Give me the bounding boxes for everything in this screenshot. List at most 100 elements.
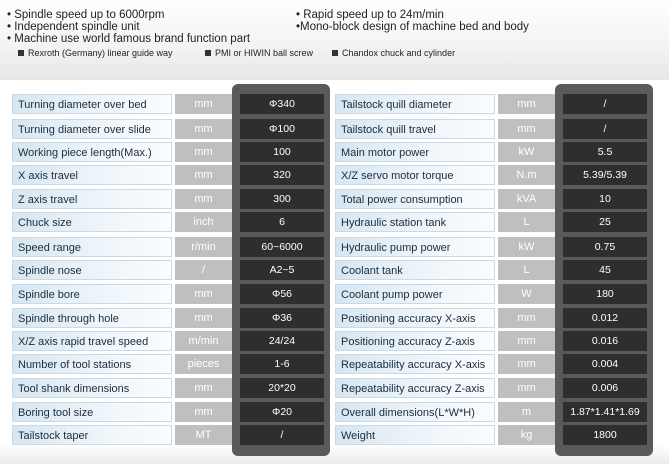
spec-unit: kVA: [498, 189, 555, 209]
spec-label: Number of tool stations: [12, 354, 172, 374]
spec-value: 0.006: [563, 378, 647, 398]
feature-bullet: • Independent spindle unit: [7, 21, 140, 33]
spec-unit: N.m: [498, 165, 555, 185]
spec-unit: mm: [498, 378, 555, 398]
feature-bullet: • Rapid speed up to 24m/min: [296, 9, 444, 21]
spec-label: Positioning accuracy X-axis: [335, 308, 495, 328]
spec-value: 1-6: [240, 354, 324, 374]
spec-label: Turning diameter over slide: [12, 119, 172, 139]
spec-label: X/Z axis rapid travel speed: [12, 331, 172, 351]
spec-unit: mm: [175, 378, 232, 398]
bottom-fade: [0, 445, 669, 464]
spec-label: Tailstock quill travel: [335, 119, 495, 139]
spec-label: Spindle nose: [12, 260, 172, 280]
spec-value: Φ340: [240, 94, 324, 114]
spec-label: Tailstock taper: [12, 425, 172, 445]
spec-unit: mm: [175, 119, 232, 139]
spec-label: Total power consumption: [335, 189, 495, 209]
spec-label: Tailstock quill diameter: [335, 94, 495, 114]
feature-text: Independent spindle unit: [14, 21, 140, 33]
spec-unit: kW: [498, 142, 555, 162]
spec-label: X axis travel: [12, 165, 172, 185]
spec-value: 6: [240, 212, 324, 232]
spec-unit: L: [498, 260, 555, 280]
spec-value: /: [240, 425, 324, 445]
component-text: PMI or HIWIN ball screw: [215, 48, 314, 58]
spec-value: 5.5: [563, 142, 647, 162]
spec-unit: mm: [175, 165, 232, 185]
spec-value: 180: [563, 284, 647, 304]
spec-label: Speed range: [12, 237, 172, 257]
spec-value: 10: [563, 189, 647, 209]
spec-unit: mm: [498, 308, 555, 328]
component-item: PMI or HIWIN ball screw: [205, 48, 313, 59]
spec-unit: kW: [498, 237, 555, 257]
square-bullet-icon: [18, 50, 24, 56]
spec-label: X/Z servo motor torque: [335, 165, 495, 185]
feature-text: Spindle speed up to 6000rpm: [14, 9, 165, 21]
spec-unit: inch: [175, 212, 232, 232]
spec-value: /: [563, 94, 647, 114]
spec-value: 0.004: [563, 354, 647, 374]
feature-text: Machine use world famous brand function …: [14, 33, 251, 45]
spec-unit: MT: [175, 425, 232, 445]
spec-label: Boring tool size: [12, 402, 172, 422]
spec-label: Repeatability accuracy Z-axis: [335, 378, 495, 398]
spec-label: Working piece length(Max.): [12, 142, 172, 162]
spec-value: 1800: [563, 425, 647, 445]
spec-value: 320: [240, 165, 324, 185]
spec-value: 20*20: [240, 378, 324, 398]
spec-unit: r/min: [175, 237, 232, 257]
spec-label: Z axis travel: [12, 189, 172, 209]
feature-text: Mono-block design of machine bed and bod…: [300, 21, 529, 33]
spec-label: Turning diameter over bed: [12, 94, 172, 114]
spec-value: 100: [240, 142, 324, 162]
spec-unit: kg: [498, 425, 555, 445]
spec-unit: mm: [498, 331, 555, 351]
spec-unit: mm: [175, 189, 232, 209]
feature-bullet: •Mono-block design of machine bed and bo…: [296, 21, 529, 33]
spec-unit: m/min: [175, 331, 232, 351]
spec-value: 25: [563, 212, 647, 232]
spec-label: Coolant pump power: [335, 284, 495, 304]
spec-value: Φ56: [240, 284, 324, 304]
spec-unit: mm: [175, 94, 232, 114]
spec-unit: mm: [498, 354, 555, 374]
spec-value: 45: [563, 260, 647, 280]
feature-bullet: • Machine use world famous brand functio…: [7, 33, 251, 45]
spec-label: Hydraulic station tank: [335, 212, 495, 232]
component-item: Chandox chuck and cylinder: [332, 48, 455, 59]
feature-bullet: • Spindle speed up to 6000rpm: [7, 9, 165, 21]
square-bullet-icon: [205, 50, 211, 56]
spec-label: Spindle bore: [12, 284, 172, 304]
spec-unit: mm: [175, 308, 232, 328]
spec-unit: mm: [175, 402, 232, 422]
component-text: Chandox chuck and cylinder: [342, 48, 456, 58]
spec-unit: pieces: [175, 354, 232, 374]
spec-value: Φ36: [240, 308, 324, 328]
spec-value: 0.75: [563, 237, 647, 257]
spec-label: Main motor power: [335, 142, 495, 162]
spec-label: Positioning accuracy Z-axis: [335, 331, 495, 351]
component-item: Rexroth (Germany) linear guide way: [18, 48, 173, 59]
spec-value: 5.39/5.39: [563, 165, 647, 185]
spec-unit: mm: [175, 142, 232, 162]
spec-value: 60~6000: [240, 237, 324, 257]
spec-value: 0.016: [563, 331, 647, 351]
spec-label: Weight: [335, 425, 495, 445]
spec-label: Tool shank dimensions: [12, 378, 172, 398]
spec-label: Spindle through hole: [12, 308, 172, 328]
spec-value: 0.012: [563, 308, 647, 328]
square-bullet-icon: [332, 50, 338, 56]
spec-value: Φ100: [240, 119, 324, 139]
spec-value: Φ20: [240, 402, 324, 422]
spec-unit: mm: [498, 94, 555, 114]
spec-unit: m: [498, 402, 555, 422]
spec-value: /: [563, 119, 647, 139]
component-text: Rexroth (Germany) linear guide way: [28, 48, 173, 58]
spec-unit: /: [175, 260, 232, 280]
spec-label: Overall dimensions(L*W*H): [335, 402, 495, 422]
features-header-band: [0, 0, 669, 80]
spec-unit: L: [498, 212, 555, 232]
spec-unit: W: [498, 284, 555, 304]
